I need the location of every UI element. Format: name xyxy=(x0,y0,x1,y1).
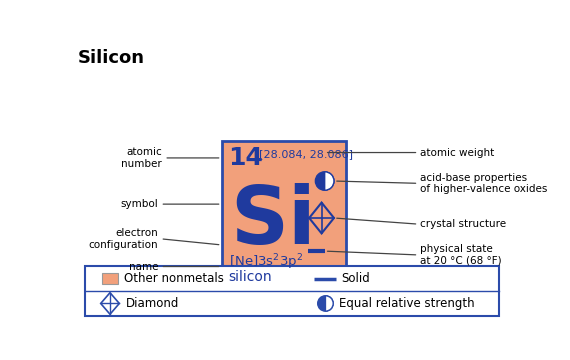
Text: crystal structure: crystal structure xyxy=(420,219,506,229)
Text: [28.084, 28.086]: [28.084, 28.086] xyxy=(259,149,353,159)
Text: physical state
at 20 °C (68 °F): physical state at 20 °C (68 °F) xyxy=(420,244,502,266)
Text: acid-base properties
of higher-valence oxides: acid-base properties of higher-valence o… xyxy=(420,172,547,194)
Text: $\mathregular{[Ne]3s^23p^2}$: $\mathregular{[Ne]3s^23p^2}$ xyxy=(229,253,303,272)
Text: atomic weight: atomic weight xyxy=(420,148,494,158)
Text: Diamond: Diamond xyxy=(125,297,179,310)
Circle shape xyxy=(315,172,334,190)
Text: silicon: silicon xyxy=(229,270,272,284)
Wedge shape xyxy=(325,296,333,311)
Text: Silicon: Silicon xyxy=(78,49,144,67)
Text: symbol: symbol xyxy=(120,199,158,209)
Wedge shape xyxy=(325,172,334,190)
Bar xyxy=(102,274,118,284)
Text: name: name xyxy=(129,261,158,271)
Text: 14: 14 xyxy=(229,147,263,170)
Text: Solid: Solid xyxy=(341,272,370,285)
Bar xyxy=(85,266,499,316)
Text: electron
configuration: electron configuration xyxy=(88,228,158,249)
Text: Equal relative strength: Equal relative strength xyxy=(339,297,475,310)
Text: Si: Si xyxy=(230,183,316,261)
Text: atomic
number: atomic number xyxy=(121,147,162,169)
Text: Other nonmetals: Other nonmetals xyxy=(124,272,224,285)
Bar xyxy=(222,141,347,291)
Circle shape xyxy=(317,296,333,311)
